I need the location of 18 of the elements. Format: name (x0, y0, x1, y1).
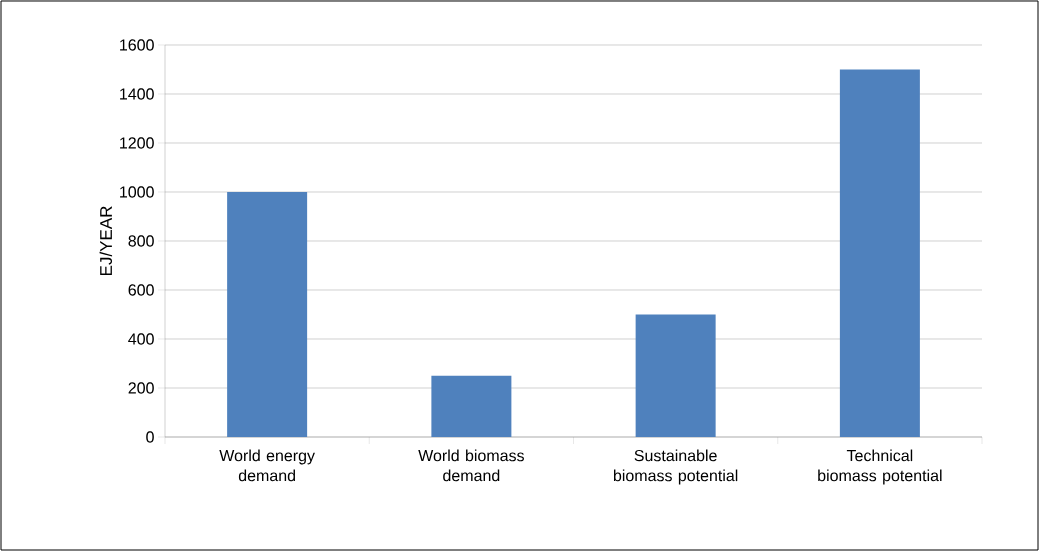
bar (431, 375, 512, 437)
y-tick-label: 1400 (120, 88, 154, 100)
y-axis-title: EJ/YEAR (99, 206, 113, 276)
y-tick-label: 1200 (120, 137, 154, 149)
bar (227, 192, 308, 437)
x-tick-label: Sustainable biomass potential (613, 449, 738, 485)
x-tick-label: World energy demand (219, 449, 315, 482)
y-tick-label: 200 (128, 382, 154, 394)
bar (635, 314, 716, 437)
y-tick-label: 600 (128, 284, 154, 296)
x-tick-label: Technical biomass potential (818, 449, 942, 485)
y-tick-label: 1600 (120, 39, 154, 51)
x-tick-label: World biomass demand (418, 449, 524, 482)
y-tick-label: 0 (146, 431, 154, 443)
bar (839, 69, 920, 437)
y-tick-label: 1000 (120, 186, 154, 198)
y-tick-label: 400 (128, 333, 154, 345)
y-tick-label: 800 (128, 235, 154, 247)
